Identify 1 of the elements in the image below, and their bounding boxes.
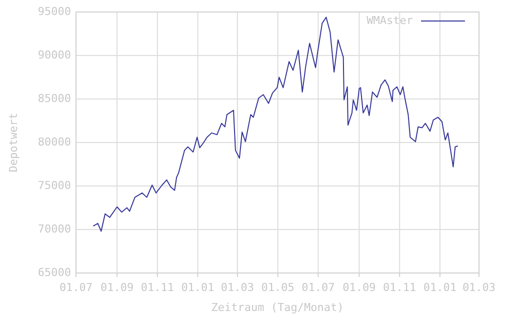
line-series — [92, 16, 458, 232]
